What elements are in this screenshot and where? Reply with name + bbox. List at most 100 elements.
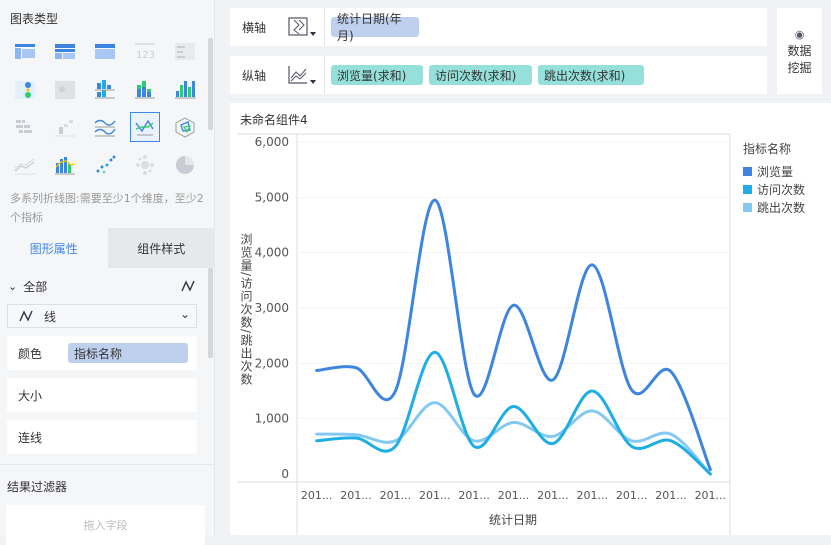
axis-measure-icon [288,66,316,84]
size-row[interactable]: 大小 [7,378,197,412]
tab-graphic-properties[interactable]: 图形属性 [0,228,108,268]
size-label: 大小 [18,388,43,403]
multi-kpi-icon [175,43,195,60]
legend-item: 访问次数 [757,182,805,197]
scatter-icon [96,155,116,174]
x-field-pill[interactable]: 统计日期(年月) [331,12,419,43]
chart-type-hint: 多系列折线图:需要至少1个维度，至少2个指标 [10,192,204,224]
chart-type-bubble[interactable] [130,150,160,180]
chart-type-grouped-bar[interactable] [130,74,160,104]
chart-type-bar-h[interactable] [10,112,40,142]
mining-label: 挖掘 [787,61,812,75]
chart-type-detail-table[interactable] [90,36,120,66]
legend-item: 跳出次数 [757,200,805,215]
chart-type-pie[interactable] [170,150,200,180]
all-label: 全部 [23,280,48,294]
y-field-pill[interactable]: 跳出次数(求和) [538,65,644,85]
series-line-浏览量 [315,198,712,472]
left-panel: 图表类型 123 多系列折线图:需要至少1个维度，至少2个指标 图形属性 组件样… [0,0,215,545]
x-axis-shelf: 横轴 统计日期(年月) [230,8,767,46]
x-tick-label: 201... [498,489,530,502]
connect-row[interactable]: 连线 [7,420,197,454]
line-icon [19,310,33,322]
x-tick-label: 201... [380,489,412,502]
line-chart[interactable]: 0 1,000 2,000 3,000 4,000 5,000 6,000 201... 201… [230,103,831,535]
multi-series-line-icon [135,119,154,136]
color-row[interactable]: 颜色 指标名称 [7,336,197,370]
all-toggle[interactable]: ⌄ 全部 [8,278,47,295]
y-axis-type-button[interactable] [278,56,325,94]
chevron-down-icon: ⌄ [8,280,18,293]
y-axis-label: 纵轴 [242,68,267,83]
color-field-pill[interactable]: 指标名称 [68,343,188,363]
mining-label: 数据 [787,44,812,58]
y-field-pill[interactable]: 浏览量(求和) [331,65,423,85]
y-tick-label: 2,000 [255,356,289,370]
chart-type-grouped-table[interactable] [50,36,80,66]
x-axis-type-button[interactable] [278,8,325,46]
chart-type-kpi-card[interactable]: 123 [130,36,160,66]
x-axis-label: 横轴 [242,20,267,35]
x-tick-label: 201... [419,489,451,502]
chart-type-multi-series-line[interactable] [130,112,160,142]
y-axis-shelf: 纵轴 浏览量(求和) 访问次数(求和) 跳出次数(求和) [230,56,767,94]
chart-type-radar[interactable] [170,112,200,142]
mark-type-select[interactable]: 线 ⌄ [7,304,197,328]
grouped-bar-icon [135,81,155,99]
y-field-pill[interactable]: 访问次数(求和) [429,65,532,85]
legend-swatch [743,185,752,194]
chart-type-cross-table[interactable] [10,36,40,66]
chart-type-waterfall[interactable] [50,112,80,142]
x-tick-label: 201... [458,489,490,502]
color-table-icon [15,81,35,99]
axis-dimension-icon [288,17,316,36]
chart-type-column[interactable] [170,74,200,104]
chart-type-multi-kpi[interactable] [170,36,200,66]
property-tabs: 图形属性 组件样式 [0,228,215,268]
filter-drop-zone[interactable]: 拖入字段 [6,505,205,545]
x-tick-label: 201... [301,489,333,502]
y-fields: 浏览量(求和) 访问次数(求和) 跳出次数(求和) [325,65,644,85]
pie-icon [176,156,194,174]
series-line-跳出次数 [315,401,712,476]
chart-type-area[interactable] [10,150,40,180]
svg-text:123: 123 [136,50,155,61]
mark-type-value: 线 [44,309,57,324]
grouped-table-icon [55,44,75,59]
y-tick-label: 5,000 [255,190,289,204]
mining-icon: ◉ [794,28,805,41]
y-tick-label: 0 [281,467,289,481]
chart-type-title: 图表类型 [10,12,59,26]
tab-component-style[interactable]: 组件样式 [107,228,215,268]
scrollbar[interactable] [208,268,213,358]
chart-type-stacked-bar[interactable] [90,74,120,104]
component-title: 未命名组件4 [240,113,308,127]
multi-line-icon [94,119,116,137]
line-icon [181,280,195,292]
waterfall-icon [55,120,75,137]
x-tick-label: 201... [537,489,569,502]
kpi-card-icon: 123 [135,43,155,61]
chart-type-color-table[interactable] [10,74,40,104]
legend-item: 浏览量 [757,164,793,179]
x-tick-label: 201... [576,489,608,502]
data-mining-button[interactable]: ◉ 数据 挖掘 [777,8,822,94]
connect-label: 连线 [18,430,43,445]
chart-type-combo[interactable] [50,150,80,180]
y-tick-label: 1,000 [255,412,289,426]
color-label: 颜色 [18,346,43,361]
chart-panel: 未命名组件4 0 1,000 2,000 3,000 4,000 5,000 6,000 20… [230,103,831,535]
chart-type-grid: 123 [8,36,203,186]
x-axis-title: 统计日期 [489,513,537,527]
scrollbar[interactable] [208,38,213,130]
legend-swatch [743,167,752,176]
chart-type-multi-line[interactable] [90,112,120,142]
y-tick-label: 6,000 [255,135,289,149]
stacked-bar-icon [95,80,115,99]
x-tick-label: 201... [340,489,372,502]
detail-table-icon [95,44,115,59]
cross-table-icon [15,44,35,59]
chart-type-scatter[interactable] [90,150,120,180]
y-axis-title: 浏览量/访问次数/跳出次数 [239,233,253,387]
chart-type-heat-map[interactable] [50,74,80,104]
